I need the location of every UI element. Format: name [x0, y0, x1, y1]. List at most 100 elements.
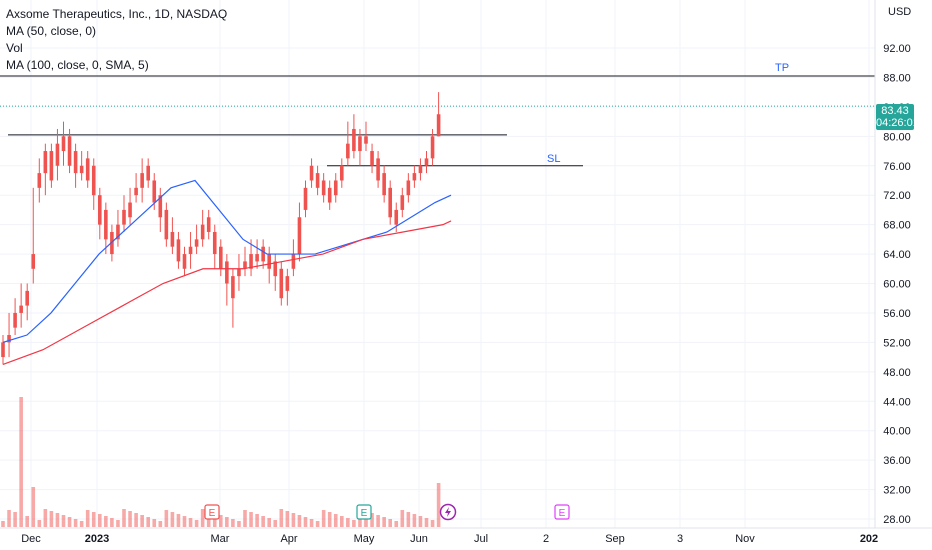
candle-body [358, 136, 362, 152]
volume-bar [61, 515, 66, 527]
candle-body [297, 217, 302, 255]
volume-bar [340, 516, 344, 527]
candle-body [176, 239, 181, 262]
volume-bar [158, 521, 163, 527]
volume-bar [188, 518, 193, 527]
sl-label: SL [547, 153, 560, 165]
volume-bar [116, 520, 120, 527]
volume-bar [134, 513, 138, 527]
candle-body [128, 202, 132, 218]
candle-body [436, 114, 441, 137]
volume-bar [406, 512, 411, 527]
candle-body [231, 276, 235, 299]
currency-label: USD [888, 6, 911, 18]
time-tick-label: 202 [860, 533, 878, 545]
price-tick-label: 52.00 [883, 337, 911, 349]
candle-body [340, 165, 344, 181]
time-tick-label: Mar [211, 533, 230, 545]
volume-bar [200, 509, 205, 527]
candle-body [406, 180, 411, 196]
volume-bar [128, 511, 132, 527]
candle-body [146, 165, 150, 181]
price-tick-label: 60.00 [883, 279, 911, 291]
candle-body [430, 136, 435, 159]
volume-bar [370, 513, 374, 527]
time-tick-label: Sep [605, 533, 625, 545]
candle-body [255, 254, 259, 262]
volume-bar [346, 518, 350, 527]
volume-bar [376, 515, 380, 527]
time-tick-label: 2 [543, 533, 549, 545]
volume-bar [55, 513, 60, 527]
candle-body [333, 180, 338, 196]
time-tick-label: Apr [280, 533, 297, 545]
price-tick-label: 44.00 [883, 396, 911, 408]
candlesticks [1, 92, 441, 365]
candle-body [49, 151, 54, 181]
candle-body [321, 180, 326, 196]
candle-body [122, 209, 126, 225]
candle-body [31, 254, 36, 269]
candle-body [116, 224, 120, 240]
time-tick-label: 3 [677, 533, 683, 545]
price-tick-label: 80.00 [883, 131, 911, 143]
volume-bar [309, 519, 314, 527]
volume-bar [37, 520, 42, 527]
volume-bar [285, 511, 290, 527]
earnings-marker-label: E [209, 508, 216, 519]
volume-bar [388, 519, 392, 527]
volume-bar [152, 519, 157, 527]
candle-body [388, 187, 392, 218]
candle-body [424, 158, 429, 166]
earnings-marker [204, 504, 220, 520]
price-tick-label: 32.00 [883, 485, 911, 497]
time-tick-label: 2023 [85, 533, 109, 545]
volume-bar [424, 518, 429, 527]
price-tick-label: 56.00 [883, 308, 911, 320]
candle-body [67, 136, 72, 166]
volume-bar [255, 514, 259, 527]
legend-ma100[interactable]: MA (100, close, 0, SMA, 5) [6, 58, 149, 72]
candle-body [309, 165, 314, 181]
time-tick-label: Jun [410, 533, 428, 545]
legend-ma50[interactable]: MA (50, close, 0) [6, 24, 97, 38]
earnings-marker-upcoming-label: E [559, 508, 566, 519]
price-axis[interactable]: 92.0088.0084.0080.0076.0072.0068.0064.00… [874, 0, 911, 528]
legend-title[interactable]: Axsome Therapeutics, Inc., 1D, NASDAQ [6, 7, 228, 21]
moving-averages [2, 179, 452, 366]
volume-bars [1, 397, 441, 527]
chart-grid [0, 0, 875, 528]
volume-bar [1, 521, 5, 527]
volume-bar [31, 487, 36, 527]
candle-body [182, 254, 187, 269]
volume-bar [98, 514, 102, 527]
legend-vol[interactable]: Vol [6, 41, 23, 55]
price-tick-label: 40.00 [883, 426, 911, 438]
time-axis[interactable]: Dec 2023 Mar Apr May Jun Jul 2 Sep 3 Nov 202 [0, 527, 932, 545]
candle-body [346, 143, 350, 159]
candle-body [1, 342, 5, 358]
volume-bar [261, 516, 265, 527]
volume-bar [25, 516, 29, 527]
candle-body [85, 158, 90, 181]
volume-bar [13, 512, 17, 527]
candle-body [19, 305, 23, 313]
candle-body [364, 136, 368, 144]
volume-bar [19, 397, 23, 527]
horizontal-levels[interactable] [0, 75, 875, 167]
volume-bar [267, 518, 271, 527]
candle-body [188, 246, 193, 255]
price-tick-label: 28.00 [883, 514, 911, 526]
candle-body [98, 195, 102, 225]
candle-body [7, 335, 11, 343]
candle-body [194, 239, 199, 247]
volume-bar [291, 513, 296, 527]
volume-bar [352, 520, 356, 527]
volume-bar [327, 512, 332, 527]
candle-body [158, 195, 163, 218]
price-tick-label: 92.00 [883, 43, 911, 55]
candle-body [327, 187, 332, 203]
volume-bar [225, 517, 229, 527]
